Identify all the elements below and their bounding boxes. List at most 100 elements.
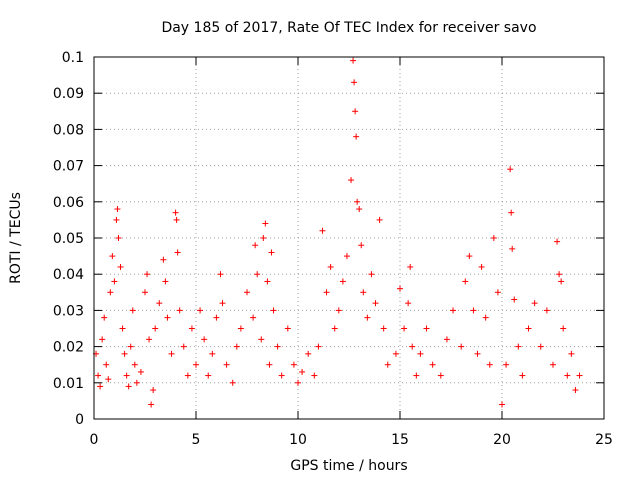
x-tick-label: 20 bbox=[493, 432, 511, 448]
data-point bbox=[572, 387, 579, 394]
data-point bbox=[323, 289, 330, 296]
data-point bbox=[260, 235, 267, 241]
data-point bbox=[405, 300, 412, 307]
data-point bbox=[119, 325, 126, 332]
data-point bbox=[274, 343, 281, 350]
y-tick-label: 0.02 bbox=[53, 340, 84, 356]
data-point bbox=[174, 249, 181, 256]
y-axis-label: ROTI / TECUs bbox=[8, 192, 24, 284]
data-point bbox=[188, 325, 195, 332]
data-point bbox=[305, 350, 312, 357]
data-point bbox=[507, 166, 514, 173]
data-point bbox=[458, 343, 465, 350]
data-point bbox=[176, 307, 183, 314]
data-point bbox=[290, 361, 297, 368]
y-tick-label: 0.1 bbox=[62, 50, 84, 66]
data-point bbox=[372, 300, 379, 307]
data-point bbox=[197, 307, 204, 314]
data-point bbox=[184, 372, 191, 379]
data-point bbox=[560, 325, 567, 332]
data-point bbox=[97, 383, 104, 390]
data-point bbox=[244, 289, 250, 296]
y-tick-label: 0.03 bbox=[53, 303, 84, 319]
data-point bbox=[113, 216, 120, 223]
data-point bbox=[156, 300, 163, 307]
data-point bbox=[229, 379, 236, 386]
data-point bbox=[233, 343, 240, 350]
x-tick-label: 15 bbox=[391, 432, 409, 448]
data-point bbox=[262, 220, 269, 227]
data-point bbox=[168, 350, 175, 357]
data-point bbox=[335, 307, 342, 314]
data-point bbox=[101, 314, 108, 321]
data-point bbox=[327, 263, 334, 270]
data-point bbox=[486, 361, 493, 368]
axis-ticks: 0 5 10 15 20 25 0 0.01 0.02 0.03 0.04 0.05 0.06 0.07 0… bbox=[53, 50, 613, 448]
data-point bbox=[515, 343, 522, 350]
data-point bbox=[450, 307, 457, 314]
data-point bbox=[193, 361, 199, 368]
data-point bbox=[142, 289, 148, 296]
data-point bbox=[254, 271, 261, 278]
data-point bbox=[368, 271, 375, 278]
data-point bbox=[268, 249, 275, 256]
data-point bbox=[315, 343, 322, 350]
x-tick-label: 0 bbox=[90, 432, 99, 448]
data-point bbox=[537, 343, 544, 350]
data-point bbox=[109, 253, 116, 260]
data-point bbox=[311, 372, 318, 379]
data-point bbox=[550, 361, 556, 368]
data-point bbox=[95, 372, 102, 379]
data-point bbox=[127, 343, 134, 350]
y-tick-label: 0.09 bbox=[53, 86, 84, 102]
chart-title: Day 185 of 2017, Rate Of TEC Index for r… bbox=[161, 20, 536, 36]
data-point bbox=[111, 278, 118, 285]
data-point bbox=[556, 271, 563, 278]
data-point bbox=[576, 372, 583, 379]
data-point bbox=[358, 242, 365, 249]
data-points bbox=[93, 57, 583, 408]
data-point bbox=[331, 325, 338, 332]
data-point bbox=[466, 253, 473, 260]
data-point bbox=[397, 285, 403, 292]
data-point bbox=[284, 325, 291, 332]
data-point bbox=[554, 238, 561, 245]
y-tick-label: 0.01 bbox=[53, 376, 84, 392]
data-point bbox=[117, 263, 124, 270]
y-tick-label: 0.07 bbox=[53, 159, 84, 175]
data-point bbox=[146, 336, 153, 343]
data-point bbox=[380, 325, 387, 332]
data-point bbox=[401, 325, 408, 332]
data-point bbox=[295, 379, 301, 386]
data-point bbox=[568, 350, 575, 357]
data-point bbox=[482, 314, 489, 321]
data-point bbox=[209, 350, 216, 357]
data-point bbox=[172, 209, 179, 216]
data-point bbox=[356, 206, 363, 213]
data-point bbox=[213, 314, 220, 321]
data-point bbox=[121, 350, 128, 357]
x-tick-label: 5 bbox=[192, 432, 201, 448]
data-point bbox=[509, 245, 516, 252]
y-tick-label: 0.06 bbox=[53, 195, 84, 211]
data-point bbox=[392, 350, 399, 357]
data-point bbox=[499, 401, 505, 408]
data-point bbox=[264, 278, 271, 285]
data-point bbox=[364, 314, 371, 321]
data-point bbox=[508, 209, 515, 216]
data-point bbox=[152, 325, 159, 332]
data-point bbox=[148, 401, 155, 408]
data-point bbox=[429, 361, 436, 368]
data-point bbox=[417, 350, 424, 357]
data-point bbox=[384, 361, 391, 368]
data-point bbox=[105, 376, 112, 383]
data-point bbox=[107, 289, 114, 296]
data-point bbox=[160, 256, 167, 263]
data-point bbox=[223, 361, 230, 368]
y-tick-label: 0.08 bbox=[53, 122, 84, 138]
data-point bbox=[201, 336, 208, 343]
data-point bbox=[173, 216, 180, 223]
data-point bbox=[376, 216, 383, 223]
data-point bbox=[150, 387, 157, 394]
x-tick-label: 10 bbox=[289, 432, 307, 448]
